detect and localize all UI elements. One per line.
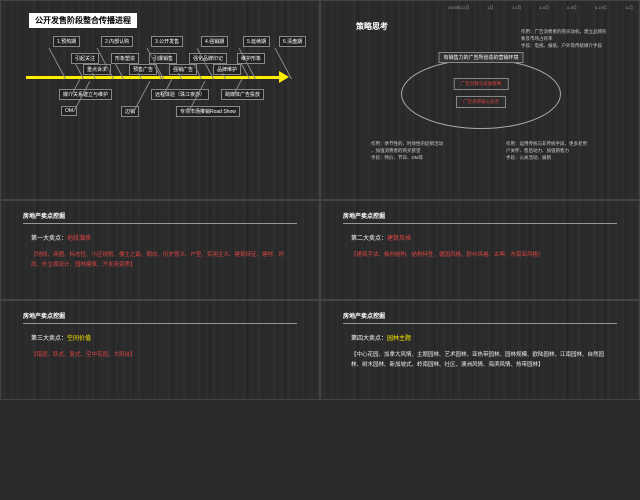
timeline-tick: 11月 xyxy=(625,5,633,11)
timeline-tick: 1月 xyxy=(487,5,493,11)
note-line: ，加强消费者的购买欲望 xyxy=(371,148,481,155)
strategy-oval: 有销售力的广告所创造的营销环境 广告创意与投放策略 广告诉求核心卖点 xyxy=(401,59,561,129)
label-text: 第二大卖点： xyxy=(351,236,387,242)
label-value: 地段潜质 xyxy=(67,236,91,242)
body-text: 【建筑手法、板材结构、结构特性、德国风格、欧州风格、古典、东南亚风格） xyxy=(351,251,609,261)
timeline-tick: 8-10月 xyxy=(595,5,607,11)
note-br: 作用：运用传统与非传统手段、更多老用 户关怀、售后动力、加强销售力 手段：公关活… xyxy=(506,141,626,161)
fishbone-node: 媒介关系建立与维护 xyxy=(59,89,112,100)
note-line: 手段：电视、报纸、户外等传统媒介手段 xyxy=(521,43,631,50)
panel-selling-3: 房地产卖点挖掘 第三大卖点：空间价值 【错层、跃式、复式、空中花园、大阳台】 xyxy=(0,300,320,400)
body-text: 【错层、跃式、复式、空中花园、大阳台】 xyxy=(31,351,289,361)
fishbone-node: 5.延续期 xyxy=(243,36,270,47)
timeline-axis: 2020年12月 1月 2-3月 4-5月 6-9月 8-10月 11月 xyxy=(448,5,633,11)
note-line: 作用：运用传统与非传统手段、更多老用 xyxy=(506,141,626,148)
panel-strategy: 2020年12月 1月 2-3月 4-5月 6-9月 8-10月 11月 策略思考 有销售力… xyxy=(320,0,640,200)
section-title: 房地产卖点挖掘 xyxy=(343,211,385,220)
timeline-tick: 2-3月 xyxy=(511,5,521,11)
label-value: 空间价值 xyxy=(67,336,91,342)
section-title: 房地产卖点挖掘 xyxy=(23,211,65,220)
body-text: 【地段、商圈、标志性、小区规划、楼主之最、朝向、历史意义、户型、实用主义、建筑特… xyxy=(31,251,289,271)
fishbone-node: 强化品牌印记 xyxy=(189,53,227,64)
label-text: 第四大卖点： xyxy=(351,336,387,342)
fishbone-bone xyxy=(133,81,150,112)
section-title: 房地产卖点挖掘 xyxy=(23,311,65,320)
sub-label: 第三大卖点：空间价值 xyxy=(31,333,91,342)
divider xyxy=(343,223,617,224)
label-value: 园林主题 xyxy=(387,336,411,342)
fishbone-node: 专项市场推销Road Show xyxy=(176,106,240,117)
note-line: 手段：公关活动、展销 xyxy=(506,155,626,162)
timeline-tick: 4-5月 xyxy=(539,5,549,11)
note-bl: 作用：季节性的、时效性的促销活动 ，加强消费者的购买欲望 手段：特价、节日、DM… xyxy=(371,141,481,161)
timeline-tick: 2020年12月 xyxy=(448,5,469,11)
note-tr: 作用：广告消费者的购买动机，建立品牌形 象及市场占有率 手段：电视、报纸、户外等… xyxy=(521,29,631,49)
fishbone-node: 重点诉求 xyxy=(83,64,111,75)
label-text: 第三大卖点： xyxy=(31,336,67,342)
inner-box-1: 广告创意与投放策略 xyxy=(454,78,509,90)
fishbone-node: 跨媒体广告投放 xyxy=(221,89,264,100)
note-line: 作用：季节性的、时效性的促销活动 xyxy=(371,141,481,148)
fishbone-node: 预售广告 xyxy=(129,64,157,75)
sub-label: 第四大卖点：园林主题 xyxy=(351,333,411,342)
inner-box-2: 广告诉求核心卖点 xyxy=(456,96,506,108)
timeline-tick: 6-9月 xyxy=(567,5,577,11)
fishbone-node: 强销广告 xyxy=(169,64,197,75)
fishbone-node: 2.内部认购 xyxy=(101,36,133,47)
divider xyxy=(23,223,297,224)
note-line: 象及市场占有率 xyxy=(521,36,631,43)
divider xyxy=(343,323,617,324)
note-line: 户关怀、售后动力、加强销售力 xyxy=(506,148,626,155)
panel-fishbone: 公开发售阶段整合传播进程 1.预热期 2.内部认购 3.公开发售 4.强销期 5.延续期… xyxy=(0,0,320,200)
panel-selling-1: 房地产卖点挖掘 第一大卖点：地段潜质 【地段、商圈、标志性、小区规划、楼主之最、… xyxy=(0,200,320,300)
label-value: 建筑风格 xyxy=(387,236,411,242)
note-line: 作用：广告消费者的购买动机，建立品牌形 xyxy=(521,29,631,36)
fishbone-node: 3.公开发售 xyxy=(151,36,183,47)
section-title: 房地产卖点挖掘 xyxy=(343,311,385,320)
fishbone-diagram: 1.预热期2.内部认购3.公开发售4.强销期5.延续期6.清盘期引起关注形象塑造… xyxy=(21,31,299,169)
panel1-title: 公开发售阶段整合传播进程 xyxy=(29,13,137,28)
note-line: 手段：特价、节日、DM等 xyxy=(371,155,481,162)
fishbone-node: 品牌维护 xyxy=(213,64,241,75)
fishbone-bone xyxy=(49,48,66,79)
label-text: 第一大卖点： xyxy=(31,236,67,242)
body-text: 【中心花园、加拿大风情、主题园林、艺术园林、亚热带园林、园林规模、欧陆园林、江南… xyxy=(351,351,609,371)
panel-selling-2: 房地产卖点挖掘 第二大卖点：建筑风格 【建筑手法、板材结构、结构特性、德国风格、… xyxy=(320,200,640,300)
fishbone-node: 4.强销期 xyxy=(201,36,228,47)
oval-label: 有销售力的广告所创造的营销环境 xyxy=(438,52,523,63)
sub-label: 第一大卖点：地段潜质 xyxy=(31,233,91,242)
panel-selling-4: 房地产卖点挖掘 第四大卖点：园林主题 【中心花园、加拿大风情、主题园林、艺术园林… xyxy=(320,300,640,400)
divider xyxy=(23,323,297,324)
fishbone-node: 6.清盘期 xyxy=(279,36,306,47)
sub-label: 第二大卖点：建筑风格 xyxy=(351,233,411,242)
panel2-title: 策略思考 xyxy=(356,21,388,32)
fishbone-node: 1.预热期 xyxy=(53,36,80,47)
